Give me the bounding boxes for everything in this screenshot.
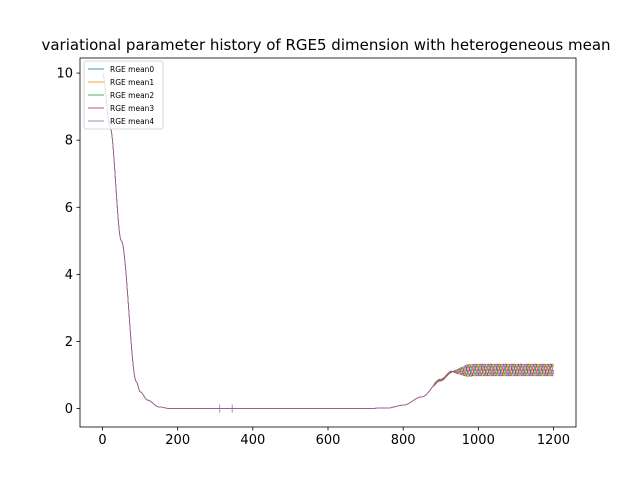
legend-box xyxy=(83,60,164,130)
x-tick-label: 200 xyxy=(165,433,190,448)
legend-label: RGE mean0 xyxy=(110,65,154,74)
x-tick-label: 0 xyxy=(98,433,106,448)
x-tick-label: 600 xyxy=(316,433,341,448)
x-tick-label: 400 xyxy=(240,433,265,448)
y-tick-label: 2 xyxy=(65,335,73,350)
y-tick-label: 6 xyxy=(65,201,73,216)
series-line-rge-mean4 xyxy=(102,72,554,409)
y-tick-label: 8 xyxy=(65,134,73,149)
legend-label: RGE mean1 xyxy=(110,78,154,87)
chart-title: variational parameter history of RGE5 di… xyxy=(41,36,610,54)
legend-label: RGE mean2 xyxy=(110,91,154,100)
y-tick-label: 10 xyxy=(56,67,73,82)
x-tick-label: 800 xyxy=(391,433,416,448)
legend-label: RGE mean4 xyxy=(110,117,154,126)
y-tick-label: 4 xyxy=(65,268,73,283)
x-tick-label: 1200 xyxy=(537,433,570,448)
y-tick-label: 0 xyxy=(65,402,73,417)
x-tick-label: 1000 xyxy=(462,433,495,448)
legend-label: RGE mean3 xyxy=(110,104,154,113)
